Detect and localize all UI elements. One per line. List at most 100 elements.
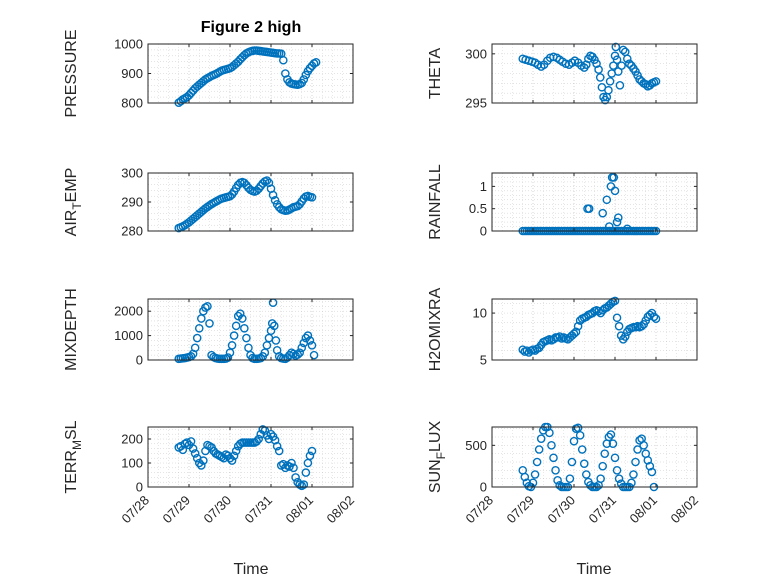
- rainfall-data-point: [598, 208, 608, 218]
- h2omixra-data-point: [637, 321, 646, 331]
- terr-msl-data-point: [199, 456, 208, 465]
- rainfall-data-point: [613, 213, 623, 222]
- sun-flux-data-point: [545, 428, 554, 438]
- theta-data-point: [611, 42, 621, 52]
- air-temp-data-point: [268, 190, 278, 200]
- air-temp-data-point: [264, 178, 274, 188]
- mixdepth-data-point: [303, 331, 313, 340]
- sun-flux-data-point: [547, 441, 556, 450]
- theta-y-axis-label: THETA: [427, 48, 444, 100]
- rainfall-axes-box: [491, 172, 698, 232]
- terr-msl-x-tick-label: 07/29: [160, 493, 194, 527]
- pressure-y-tick-label: 800: [121, 96, 143, 111]
- sun-flux-data-point: [608, 439, 618, 448]
- pressure-y-tick-label: 900: [121, 66, 143, 81]
- mixdepth-data-point: [240, 323, 249, 333]
- mixdepth-data-point: [309, 350, 319, 360]
- sun-flux-markers: [518, 422, 659, 492]
- sun-flux-x-tick-label: 08/02: [668, 493, 702, 527]
- theta-data-point: [595, 73, 605, 82]
- sun-flux-x-tick-label: 08/01: [627, 493, 661, 527]
- mixdepth-data-point: [192, 333, 202, 343]
- theta-data-point: [605, 77, 615, 86]
- theta-data-point: [612, 55, 622, 65]
- chart-mixdepth: 0 1000 2000 MIXDEPTH: [63, 288, 354, 371]
- h2omixra-data-point: [522, 346, 532, 355]
- air-temp-data-point: [240, 178, 249, 188]
- air-temp-y-axis-label: AIRTEMP: [63, 168, 84, 237]
- sun-flux-axes-box: [491, 426, 698, 488]
- sun-flux-data-point: [614, 474, 624, 483]
- mixdepth-data-point: [269, 321, 279, 331]
- h2omixra-markers: [518, 296, 661, 357]
- mixdepth-y-tick-label: 2000: [114, 304, 143, 319]
- mixdepth-data-point: [229, 331, 239, 340]
- theta-data-point: [623, 54, 632, 64]
- terr-msl-y-axis-label: TERRMSL: [63, 420, 84, 493]
- terr-msl-data-point: [252, 437, 261, 446]
- sun-flux-data-point: [631, 457, 640, 467]
- sun-flux-data-point: [551, 466, 560, 475]
- rainfall-data-point: [604, 222, 614, 231]
- mixdepth-data-point: [223, 353, 233, 362]
- mixdepth-data-point: [307, 341, 317, 350]
- sun-flux-data-point: [635, 436, 644, 445]
- sun-flux-x-tick-label: 07/30: [545, 493, 579, 527]
- air-temp-y-tick-label: 300: [121, 166, 143, 181]
- rainfall-data-point: [623, 224, 632, 234]
- h2omixra-data-point: [620, 332, 630, 341]
- sun-flux-grid: [491, 427, 698, 488]
- pressure-data-point: [278, 55, 288, 65]
- terr-msl-y-tick-label: 0: [136, 480, 143, 495]
- mixdepth-data-point: [235, 309, 245, 318]
- theta-data-point: [651, 77, 661, 86]
- mixdepth-data-point: [227, 341, 237, 350]
- sun-flux-data-point: [575, 431, 585, 440]
- rainfall-y-tick-label: 1: [480, 179, 487, 194]
- sun-flux-data-point: [549, 453, 558, 463]
- terr-msl-data-point: [196, 461, 206, 470]
- mixdepth-y-tick-label: 0: [136, 353, 143, 368]
- rainfall-y-tick-label: 0: [480, 224, 487, 239]
- theta-data-point: [617, 61, 626, 70]
- air-temp-markers: [174, 176, 317, 233]
- mixdepth-data-point: [295, 348, 305, 357]
- terr-msl-data-point: [287, 458, 296, 468]
- sun-flux-data-point: [534, 445, 544, 454]
- air-temp-data-point: [262, 176, 272, 185]
- sun-flux-data-point: [579, 459, 589, 468]
- h2omixra-y-tick-label: 5: [480, 353, 487, 368]
- sun-flux-data-point: [600, 449, 610, 458]
- sun-flux-data-point: [577, 445, 587, 454]
- pressure-data-point: [311, 57, 321, 67]
- terr-msl-data-point: [291, 473, 300, 482]
- sun-flux-data-point: [536, 434, 546, 443]
- pressure-y-axis-label: PRESSURE: [63, 29, 80, 117]
- theta-data-point: [594, 65, 603, 74]
- mixdepth-data-point: [297, 343, 307, 353]
- h2omixra-data-point: [612, 313, 622, 323]
- terr-msl-x-tick-label: 08/02: [324, 493, 358, 527]
- sun-flux-data-point: [627, 478, 636, 488]
- chart-pressure: 800 900 1000 PRESSURE: [63, 29, 354, 118]
- terr-msl-data-point: [305, 451, 315, 461]
- sun-flux-y-tick-label: 500: [465, 438, 487, 453]
- mixdepth-data-point: [289, 349, 298, 359]
- chart-sun-flux: 07/28 07/29 07/30 07/31 08/01 08/02 0 500 SUNFLU…: [427, 421, 701, 527]
- chart-rainfall: 0 0.5 1 RAINFALL: [427, 164, 698, 240]
- terr-msl-markers: [174, 425, 317, 491]
- mixdepth-data-point: [285, 350, 294, 360]
- terr-msl-x-tick-label: 07/31: [242, 493, 276, 527]
- chart-h2omixra: 5 10 H2OMIXRA: [427, 287, 698, 371]
- sun-flux-data-point: [582, 470, 591, 479]
- terr-msl-data-point: [289, 463, 298, 473]
- terr-msl-data-point: [229, 451, 239, 461]
- theta-markers: [518, 42, 661, 105]
- terr-msl-y-tick-label: 200: [121, 432, 143, 447]
- sun-flux-x-tick-label: 07/29: [504, 493, 538, 527]
- air-temp-y-tick-label: 290: [121, 195, 143, 210]
- theta-data-point: [615, 81, 625, 90]
- sun-flux-data-point: [606, 430, 616, 439]
- theta-y-tick-label: 300: [465, 46, 487, 61]
- terr-msl-data-point: [301, 468, 311, 477]
